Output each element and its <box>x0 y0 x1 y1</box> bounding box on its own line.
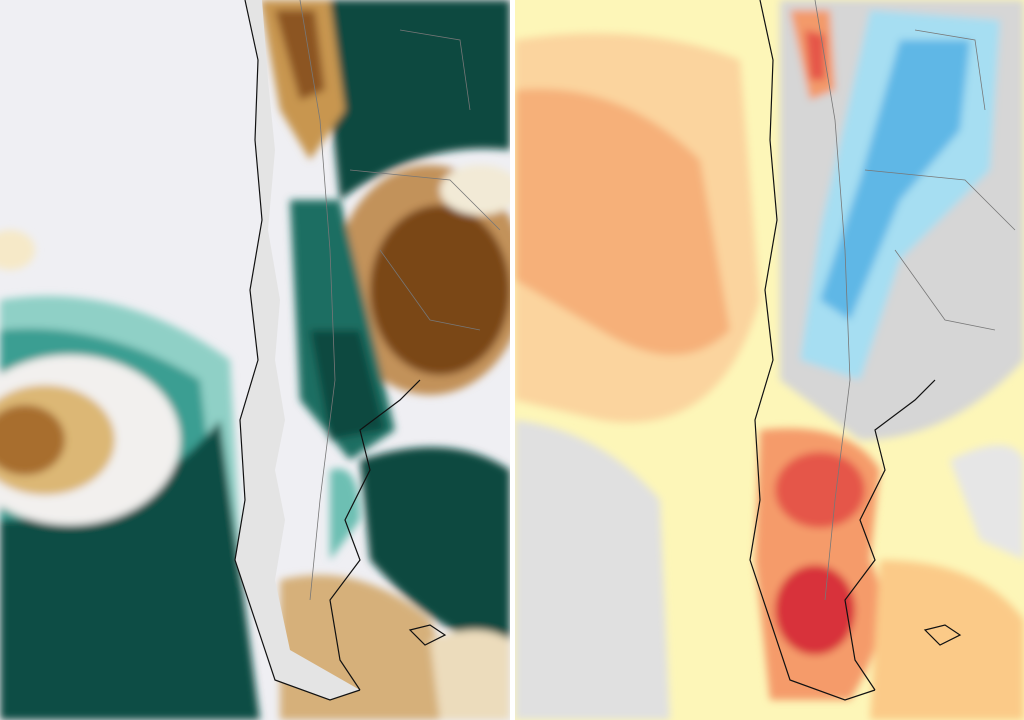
field-dark-south-atlantic <box>360 447 510 650</box>
coastline <box>749 0 876 701</box>
right-map-panel <box>515 0 1024 720</box>
field-dark-green-north <box>320 0 510 200</box>
field-brown <box>0 405 65 475</box>
temp-anomaly-field <box>515 0 1024 720</box>
field-tan <box>0 230 35 270</box>
field-gray-ocean <box>515 420 670 720</box>
field-teal-patagonia <box>330 468 360 560</box>
field-tan-south <box>430 630 510 720</box>
field-gray-east <box>950 445 1024 560</box>
field-red-south-patagonia <box>775 565 855 655</box>
coastline-east <box>844 379 936 691</box>
field-andes-dark-brown <box>275 10 325 100</box>
falklands <box>923 624 962 646</box>
borders <box>814 0 1016 601</box>
land-strip <box>235 0 360 700</box>
coastline-east <box>329 379 421 691</box>
field-orange <box>515 88 730 355</box>
precip-anomaly-field <box>0 0 510 720</box>
field-dark-teal <box>0 420 260 720</box>
coastline <box>234 0 361 701</box>
field-blue <box>820 40 970 320</box>
field-dark-brown-plains <box>370 205 510 375</box>
field-dark-tongue <box>310 330 385 440</box>
field-red-north-patagonia <box>775 452 865 528</box>
falklands <box>408 624 447 646</box>
panel-divider <box>510 0 515 720</box>
field-light-orange-south <box>870 560 1024 720</box>
borders <box>299 0 501 601</box>
field-neutral-north <box>440 165 510 215</box>
field-red-andes <box>805 30 825 80</box>
left-map-panel <box>0 0 510 720</box>
